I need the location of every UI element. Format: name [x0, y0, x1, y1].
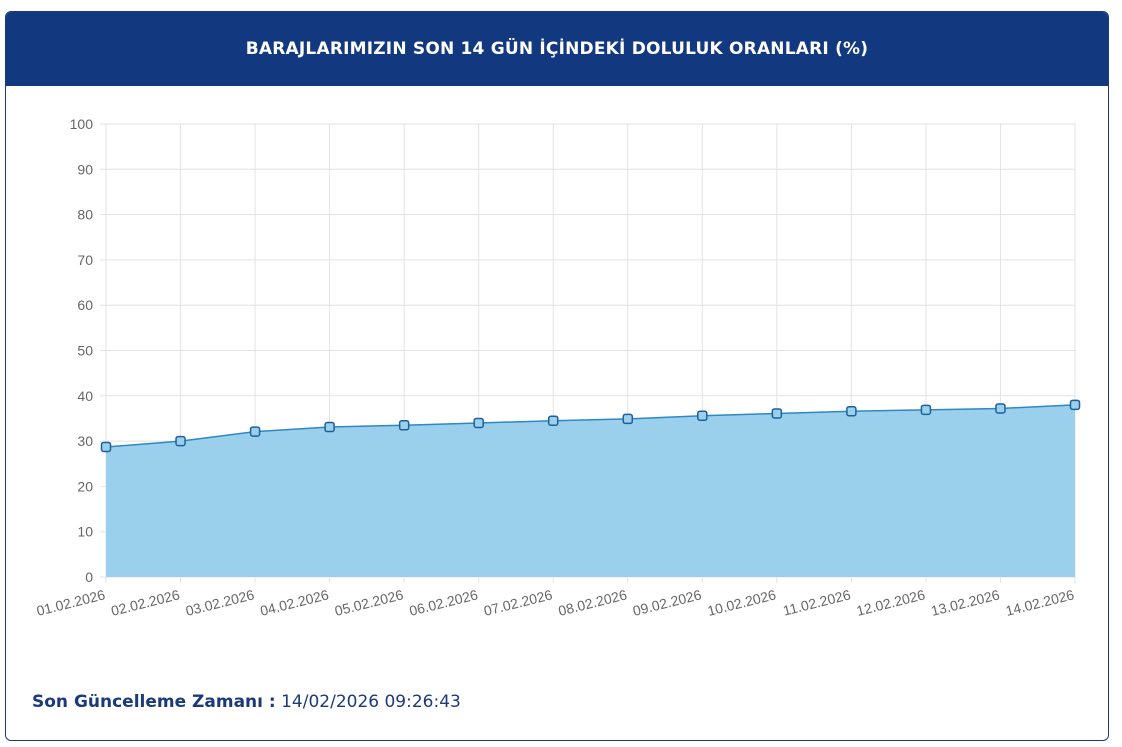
data-point: [697, 410, 708, 421]
y-tick-label: 60: [77, 297, 93, 313]
data-point: [846, 405, 857, 417]
dam-occupancy-chart: 0 10 20 30 40 50 60 70 80 90 100 01.02.2026 02.02.2…: [35, 116, 1081, 619]
last-update: Son Güncelleme Zamanı : 14/02/2026 09:26…: [32, 692, 461, 712]
data-point: [175, 435, 186, 447]
x-tick-label: 05.02.2026: [333, 586, 405, 619]
last-update-value: 14/02/2026 09:26:43: [281, 692, 461, 712]
data-point: [473, 417, 484, 429]
series-line: [105, 404, 1076, 448]
y-tick-label: 10: [77, 524, 93, 540]
x-tick-label: 06.02.2026: [408, 586, 480, 619]
chart-card: BARAJLARIMIZIN SON 14 GÜN İÇİNDEKİ DOLUL…: [5, 11, 1109, 741]
chart-title: BARAJLARIMIZIN SON 14 GÜN İÇİNDEKİ DOLUL…: [6, 12, 1108, 86]
data-point: [622, 413, 634, 425]
y-tick-label: 100: [70, 116, 94, 132]
data-point: [398, 419, 410, 431]
y-tick-label: 30: [77, 433, 93, 449]
y-tick-label: 90: [77, 161, 93, 177]
y-tick-label: 70: [77, 252, 93, 268]
x-tick-label: 09.02.2026: [631, 586, 703, 619]
x-tick-label: 04.02.2026: [258, 586, 330, 619]
x-tick-label: 13.02.2026: [929, 586, 1001, 619]
y-tick-label: 0: [85, 569, 93, 585]
x-tick-label: 02.02.2026: [109, 586, 181, 619]
data-point: [1069, 399, 1081, 411]
points-layer: [100, 399, 1081, 453]
y-tick-label: 80: [77, 207, 93, 223]
data-point: [100, 441, 112, 453]
data-point: [920, 404, 932, 416]
x-tick-label: 01.02.2026: [35, 586, 107, 619]
data-point: [249, 426, 261, 437]
data-point: [995, 403, 1006, 414]
y-axis-ticks: 0 10 20 30 40 50 60 70 80 90 100: [70, 116, 94, 585]
x-tick-label: 10.02.2026: [706, 586, 778, 619]
y-tick-label: 50: [77, 343, 93, 359]
series-area: [106, 404, 1075, 577]
last-update-label: Son Güncelleme Zamanı :: [32, 692, 276, 712]
y-tick-label: 40: [77, 388, 93, 404]
data-point: [324, 421, 335, 433]
x-tick-label: 08.02.2026: [557, 586, 629, 619]
y-tick-label: 20: [77, 478, 93, 494]
x-tick-label: 03.02.2026: [184, 586, 256, 619]
x-tick-label: 11.02.2026: [781, 586, 852, 618]
x-axis-ticks: 01.02.2026 02.02.2026 03.02.2026 04.02.2026…: [35, 586, 1076, 619]
x-tick-label: 14.02.2026: [1004, 586, 1076, 619]
data-point: [547, 415, 559, 426]
data-point: [771, 408, 783, 419]
area-layer: [105, 404, 1076, 577]
x-tick-label: 12.02.2026: [855, 586, 927, 619]
x-tick-label: 07.02.2026: [482, 586, 554, 619]
